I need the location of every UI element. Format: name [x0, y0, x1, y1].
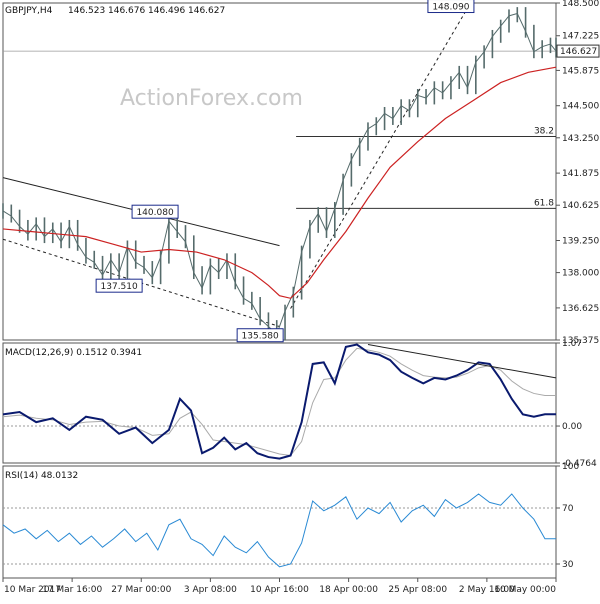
price-y-tick-label: 147.225 [562, 32, 599, 42]
macd-y-tick-label: 0.00 [562, 422, 582, 432]
ohlc-open: 146.523 [68, 6, 105, 16]
price-annotation-label: 135.580 [242, 332, 279, 342]
price-y-tick-label: 140.625 [562, 201, 599, 211]
price-annotation-box [427, 0, 475, 14]
last-price-box [556, 44, 600, 58]
price-trendline [290, 7, 468, 309]
x-tick-label: 27 Mar 00:00 [111, 585, 171, 595]
rsi-y-tick-label: 30 [562, 560, 574, 570]
price-y-tick-label: 135.375 [562, 336, 599, 346]
rsi-panel: 100 70 30 [2, 462, 579, 570]
price-y-tick-label: 144.500 [562, 102, 599, 112]
x-tick-label: 10 Mar 2017 [4, 585, 61, 595]
fib-level-label: 61.8 [534, 198, 554, 208]
x-tick-label: 18 Apr 00:00 [319, 585, 378, 595]
macd-series-signal [2, 347, 556, 457]
x-tick-label: 17 Mar 16:00 [42, 585, 102, 595]
rsi-y-tick-label: 70 [562, 504, 574, 514]
price-series-line [2, 12, 557, 336]
price-y-tick-label: 141.875 [562, 169, 599, 179]
x-tick-label: 10 Apr 16:00 [250, 585, 309, 595]
macd-frame [2, 342, 557, 464]
ohlc-close: 146.627 [188, 6, 225, 16]
macd-panel: 1.07 0.00 -0.4764 [2, 339, 597, 469]
price-header: GBPJPY,H4 146.523 146.676 146.496 146.62… [5, 6, 225, 481]
price-y-tick-label: 139.250 [562, 237, 599, 247]
macd-title: MACD(12,26,9) 0.1512 0.3941 [5, 348, 142, 358]
macd-y-tick-label: 1.07 [562, 339, 582, 349]
rsi-y-tick-label: 100 [562, 462, 579, 472]
ohlc-high: 146.676 [108, 6, 145, 16]
rsi-title: RSI(14) 48.0132 [5, 471, 78, 481]
moving-average-line [2, 66, 557, 299]
price-y-tick-label: 148.500 [562, 0, 599, 9]
x-tick-label: 2 May 16:00 [459, 585, 515, 595]
price-y-tick-label: 138.000 [562, 269, 599, 279]
price-annotation-box [95, 278, 143, 293]
x-tick-label: 25 Apr 08:00 [388, 585, 447, 595]
symbol-label: GBPJPY,H4 [5, 6, 53, 16]
price-annotation-label: 148.090 [432, 3, 469, 13]
macd-series-macd [2, 343, 556, 460]
price-annotation-label: 137.510 [101, 282, 138, 292]
rsi-series-line [2, 493, 557, 568]
price-annotation-box [236, 328, 284, 343]
last-price-label: 146.627 [560, 47, 597, 57]
price-y-tick-label: 143.250 [562, 134, 599, 144]
x-tick-label: 10 May 00:00 [494, 585, 556, 595]
price-annotation-label: 140.080 [136, 208, 173, 218]
watermark: ActionForex.com [120, 86, 303, 111]
price-y-tick-label: 145.875 [562, 66, 599, 76]
macd-trendline [367, 344, 557, 379]
price-annotation-box [131, 204, 179, 219]
fib-level-label: 38.2 [534, 127, 554, 137]
macd-y-tick-label: -0.4764 [562, 459, 597, 469]
price-y-tick-label: 136.625 [562, 304, 599, 314]
price-panel: 148.500 147.225 145.875 144.500 143.250 141.8… [2, 0, 600, 346]
ohlc-low: 146.496 [148, 6, 185, 16]
x-tick-label: 3 Apr 08:00 [184, 585, 237, 595]
